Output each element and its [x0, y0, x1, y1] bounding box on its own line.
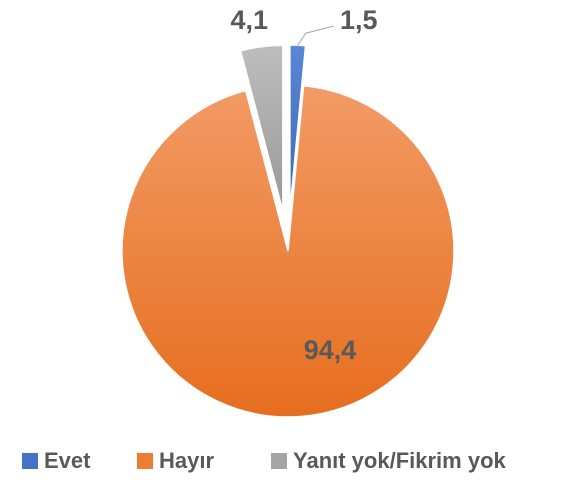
data-label: 94,4 — [304, 335, 357, 365]
legend-swatch — [22, 453, 38, 469]
pie-slice — [239, 44, 284, 212]
legend-label: Evet — [44, 448, 91, 473]
data-label: 1,5 — [340, 5, 378, 35]
legend-label: Yanıt yok/Fikrim yok — [293, 448, 507, 473]
data-label: 4,1 — [230, 5, 268, 35]
leader-line — [297, 25, 335, 46]
pie-slice — [289, 44, 307, 212]
legend-label: Hayır — [159, 448, 214, 473]
pie-slice — [121, 84, 455, 418]
legend-swatch — [271, 453, 287, 469]
legend-swatch — [137, 453, 153, 469]
